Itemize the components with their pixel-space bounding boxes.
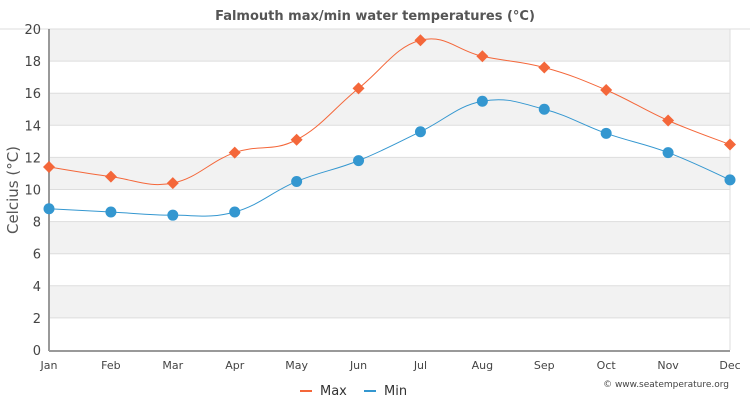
y-tick-label: 20 — [24, 23, 41, 38]
y-tick-label: 10 — [24, 184, 41, 199]
x-tick-label: Feb — [101, 359, 120, 372]
x-tick-label: Sep — [534, 359, 555, 372]
data-point-min — [414, 126, 426, 138]
x-tick-label: Jul — [413, 359, 427, 372]
axes — [48, 29, 731, 352]
y-tick-label: 2 — [33, 312, 41, 327]
data-point-max — [104, 170, 117, 183]
y-tick-label: 16 — [24, 87, 41, 102]
data-point-max — [662, 114, 675, 127]
x-tick-label: Dec — [719, 359, 740, 372]
y-tick-label: 4 — [33, 280, 41, 295]
data-point-max — [43, 161, 55, 174]
y-tick-label: 18 — [24, 55, 41, 70]
data-point-max — [290, 133, 303, 146]
plot-band — [49, 221, 730, 254]
data-point-min — [105, 206, 117, 218]
x-tick-label: May — [285, 359, 308, 372]
plot-band — [49, 29, 730, 62]
data-point-max — [352, 82, 365, 95]
data-point-min — [724, 174, 736, 186]
data-point-max — [538, 61, 551, 74]
data-point-max — [166, 177, 179, 190]
plot-band — [49, 93, 730, 126]
data-point-min — [167, 209, 179, 221]
data-point-min — [291, 175, 303, 187]
legend[interactable]: Max Min — [300, 384, 407, 399]
chart-title: Falmouth max/min water temperatures (°C) — [215, 9, 535, 24]
x-tick-label: Oct — [597, 359, 617, 372]
data-point-min — [353, 155, 365, 167]
series-max — [43, 34, 736, 190]
y-axis-ticks: 0 2 4 6 8 10 12 14 16 18 20 — [24, 23, 41, 359]
y-tick-label: 6 — [33, 248, 41, 263]
x-tick-label: Mar — [162, 359, 183, 372]
series-layer — [43, 34, 736, 221]
data-point-min — [43, 203, 55, 215]
x-tick-label: Nov — [657, 359, 679, 372]
x-axis-ticks: Jan Feb Mar Apr May Jun Jul Aug Sep Oct Nov Dec — [40, 359, 741, 372]
data-point-min — [600, 127, 612, 139]
data-point-min — [538, 103, 550, 115]
y-tick-label: 8 — [33, 216, 41, 231]
x-tick-label: Jun — [349, 359, 367, 372]
y-axis-label: Celcius (°C) — [4, 146, 22, 234]
data-point-min — [476, 95, 488, 107]
data-point-max — [228, 146, 241, 159]
data-point-max — [414, 34, 427, 47]
legend-max-label[interactable]: Max — [320, 384, 347, 399]
y-tick-label: 12 — [24, 151, 41, 166]
x-tick-label: Aug — [472, 359, 493, 372]
y-tick-label: 14 — [24, 119, 41, 134]
y-tick-label: 0 — [33, 344, 41, 359]
plot-band — [49, 285, 730, 318]
series-min — [43, 95, 736, 221]
data-point-max — [476, 50, 489, 63]
data-point-min — [662, 147, 674, 159]
credit-text[interactable]: © www.seatemperature.org — [603, 380, 729, 390]
plot-bands — [49, 29, 730, 318]
data-point-max — [600, 83, 613, 96]
x-tick-label: Apr — [225, 359, 245, 372]
data-point-min — [229, 206, 241, 218]
x-tick-label: Jan — [40, 359, 58, 372]
data-point-max — [724, 138, 736, 151]
legend-min-label[interactable]: Min — [384, 384, 407, 399]
